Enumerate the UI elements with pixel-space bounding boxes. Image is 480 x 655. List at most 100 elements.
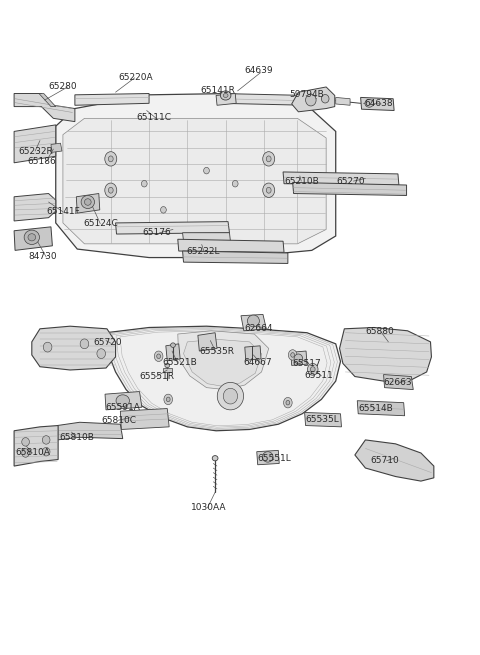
Ellipse shape <box>284 398 292 408</box>
Ellipse shape <box>263 183 275 197</box>
Ellipse shape <box>365 100 373 107</box>
Ellipse shape <box>164 394 172 405</box>
Ellipse shape <box>220 91 231 100</box>
Polygon shape <box>357 401 405 416</box>
Text: 65111C: 65111C <box>136 113 171 122</box>
Polygon shape <box>293 182 407 195</box>
Text: 1030AA: 1030AA <box>191 504 226 512</box>
Ellipse shape <box>263 452 273 462</box>
Polygon shape <box>120 409 169 430</box>
Text: 65810C: 65810C <box>101 416 136 425</box>
Ellipse shape <box>322 94 329 103</box>
Text: 62664: 62664 <box>245 324 273 333</box>
Text: 65141R: 65141R <box>201 86 236 96</box>
Text: 62663: 62663 <box>384 378 412 387</box>
Text: 64638: 64638 <box>364 99 393 108</box>
Text: 64667: 64667 <box>244 358 273 367</box>
Text: 65141F: 65141F <box>46 208 80 216</box>
Ellipse shape <box>266 156 271 162</box>
Ellipse shape <box>142 180 147 187</box>
Polygon shape <box>339 328 432 381</box>
Polygon shape <box>336 98 350 105</box>
Polygon shape <box>178 239 284 252</box>
Ellipse shape <box>288 350 297 360</box>
Text: 65511: 65511 <box>305 371 334 381</box>
Polygon shape <box>221 94 307 105</box>
Ellipse shape <box>28 234 36 241</box>
Polygon shape <box>166 344 180 361</box>
Ellipse shape <box>97 348 106 358</box>
Ellipse shape <box>263 152 275 166</box>
Text: 65270: 65270 <box>336 177 365 185</box>
Ellipse shape <box>223 388 238 404</box>
Text: 65535R: 65535R <box>199 346 234 356</box>
Text: 65551R: 65551R <box>140 372 175 381</box>
Text: 65710: 65710 <box>370 457 399 465</box>
Text: 65521B: 65521B <box>162 358 197 367</box>
Ellipse shape <box>157 354 160 358</box>
Ellipse shape <box>217 383 243 410</box>
Ellipse shape <box>232 180 238 187</box>
Ellipse shape <box>291 352 295 357</box>
Text: 65186: 65186 <box>27 157 56 166</box>
Ellipse shape <box>105 152 117 166</box>
Ellipse shape <box>204 168 209 174</box>
Text: 65810B: 65810B <box>59 433 94 442</box>
Text: 65535L: 65535L <box>305 415 339 424</box>
Polygon shape <box>257 451 279 465</box>
Ellipse shape <box>160 206 166 213</box>
Polygon shape <box>384 375 413 390</box>
Ellipse shape <box>108 187 113 193</box>
Ellipse shape <box>223 94 228 98</box>
Polygon shape <box>360 98 394 111</box>
Ellipse shape <box>165 363 169 367</box>
Text: 65514B: 65514B <box>359 404 394 413</box>
Text: 65551L: 65551L <box>257 455 291 463</box>
Polygon shape <box>51 143 62 153</box>
Polygon shape <box>182 233 230 241</box>
Text: 65210B: 65210B <box>284 177 319 185</box>
Text: 65232L: 65232L <box>186 247 220 256</box>
Text: 65124C: 65124C <box>83 219 118 228</box>
Text: 65810A: 65810A <box>15 449 50 457</box>
Text: 65176: 65176 <box>143 228 171 237</box>
Ellipse shape <box>108 156 113 162</box>
Polygon shape <box>14 426 58 466</box>
Text: 65517: 65517 <box>293 359 322 368</box>
Text: 65232R: 65232R <box>18 147 53 155</box>
Ellipse shape <box>311 367 315 372</box>
Ellipse shape <box>22 438 29 446</box>
Polygon shape <box>106 326 340 431</box>
Ellipse shape <box>43 342 52 352</box>
Text: 84730: 84730 <box>28 252 57 261</box>
Polygon shape <box>56 94 336 257</box>
Text: 65720: 65720 <box>93 338 122 347</box>
Ellipse shape <box>105 183 117 197</box>
Ellipse shape <box>308 364 318 375</box>
Polygon shape <box>283 172 399 185</box>
Polygon shape <box>291 351 307 365</box>
Ellipse shape <box>24 230 39 244</box>
Ellipse shape <box>155 351 163 362</box>
Ellipse shape <box>42 436 50 444</box>
Polygon shape <box>76 193 100 213</box>
Ellipse shape <box>42 447 50 456</box>
Polygon shape <box>105 392 142 410</box>
Ellipse shape <box>247 315 259 327</box>
Polygon shape <box>183 339 262 386</box>
Polygon shape <box>57 422 123 440</box>
Polygon shape <box>245 346 261 360</box>
Polygon shape <box>14 193 56 221</box>
Polygon shape <box>292 87 335 112</box>
Polygon shape <box>182 251 288 263</box>
Ellipse shape <box>286 400 290 405</box>
Ellipse shape <box>266 187 271 193</box>
Text: 65591A: 65591A <box>105 403 140 412</box>
Ellipse shape <box>80 339 89 348</box>
Polygon shape <box>198 333 217 351</box>
Text: 65220A: 65220A <box>118 73 153 82</box>
Text: 65280: 65280 <box>48 83 77 92</box>
Text: 65880: 65880 <box>365 327 394 336</box>
Polygon shape <box>163 368 172 372</box>
Polygon shape <box>39 94 56 107</box>
